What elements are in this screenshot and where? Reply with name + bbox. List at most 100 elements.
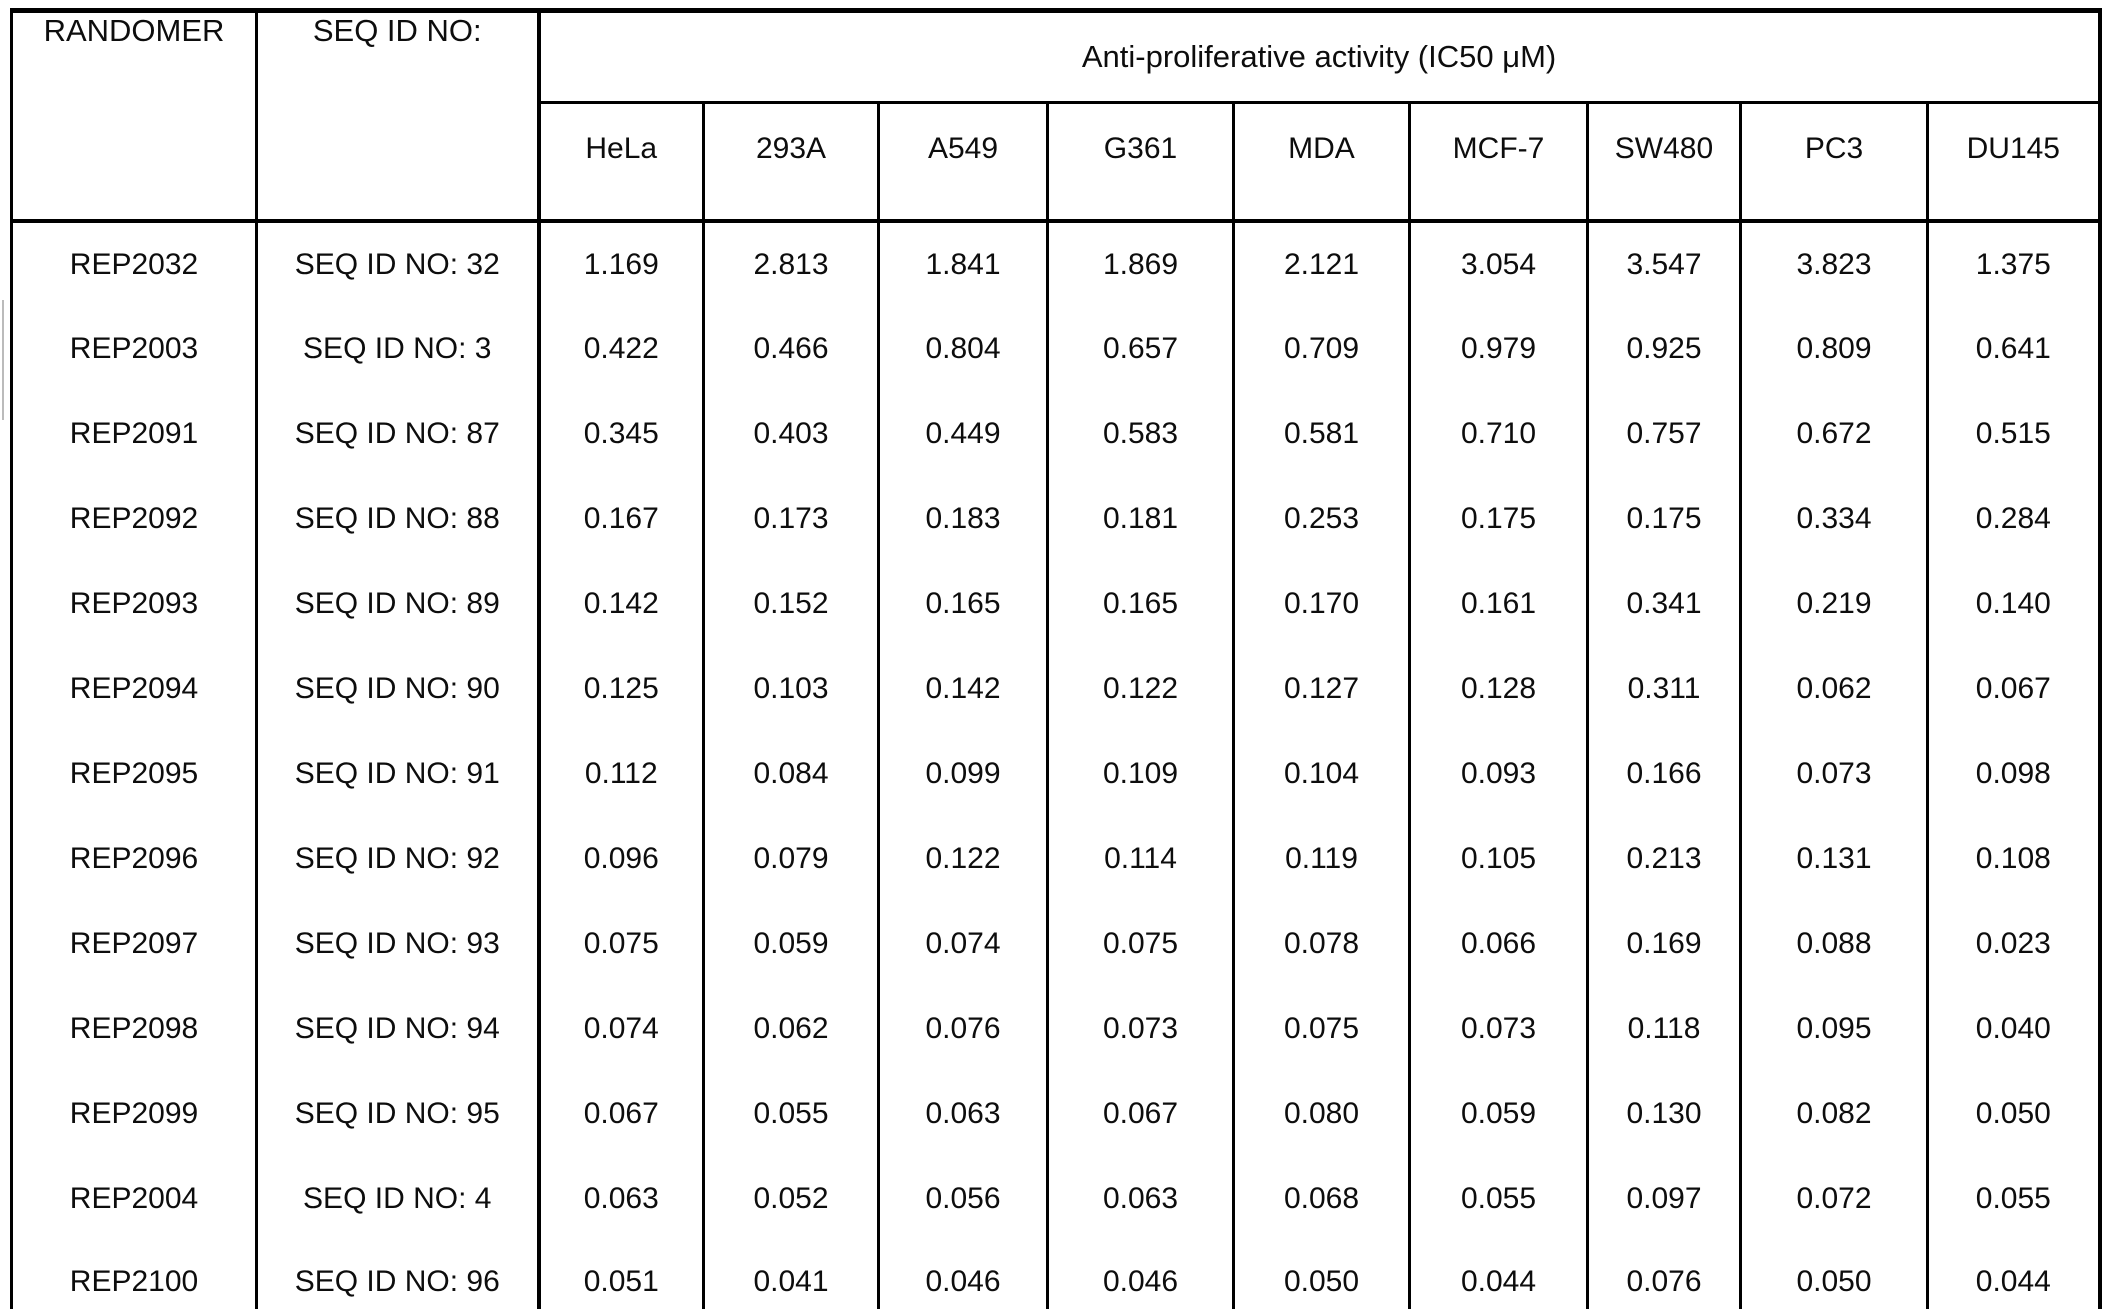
table-row: REP2003 SEQ ID NO: 3 0.422 0.466 0.804 0.657 0… xyxy=(12,306,2100,391)
seq-id-cell: SEQ ID NO: 91 xyxy=(255,731,539,816)
table-row: REP2097 SEQ ID NO: 93 0.075 0.059 0.074 0.075… xyxy=(12,901,2100,986)
ic50-value-cell-du145: 0.050 xyxy=(1925,1071,2100,1156)
seq-id-cell: SEQ ID NO: 88 xyxy=(255,476,539,561)
ic50-value-cell-du145: 0.641 xyxy=(1925,306,2100,391)
ic50-value-cell-pc3: 0.073 xyxy=(1739,731,1928,816)
ic50-value-cell-mda: 0.050 xyxy=(1232,1241,1410,1309)
ic50-value-cell-293a: 0.403 xyxy=(702,391,879,476)
ic50-value-cell-hela: 0.063 xyxy=(536,1156,704,1241)
ic50-value-cell-du145: 0.284 xyxy=(1925,476,2100,561)
column-header-du145: DU145 xyxy=(1925,102,2100,223)
ic50-value-cell-du145: 0.023 xyxy=(1925,901,2100,986)
ic50-value-cell-hela: 0.074 xyxy=(536,986,704,1071)
ic50-value-cell-g361: 0.046 xyxy=(1046,1241,1234,1309)
ic50-value-cell-pc3: 0.082 xyxy=(1739,1071,1928,1156)
ic50-value-cell-hela: 0.167 xyxy=(536,476,704,561)
ic50-value-cell-293a: 0.055 xyxy=(702,1071,879,1156)
ic50-value-cell-mcf-7: 0.059 xyxy=(1408,1071,1588,1156)
ic50-value-cell-g361: 0.075 xyxy=(1046,901,1234,986)
ic50-value-cell-hela: 0.125 xyxy=(536,646,704,731)
ic50-value-cell-mcf-7: 0.066 xyxy=(1408,901,1588,986)
column-header-pc3: PC3 xyxy=(1739,102,1928,223)
seq-id-cell: SEQ ID NO: 3 xyxy=(255,306,539,391)
ic50-value-cell-g361: 0.114 xyxy=(1046,816,1234,901)
ic50-value-cell-293a: 0.052 xyxy=(702,1156,879,1241)
ic50-value-cell-a549: 0.183 xyxy=(877,476,1048,561)
seq-id-cell: SEQ ID NO: 87 xyxy=(255,391,539,476)
randomer-cell: REP2099 xyxy=(69,1096,199,1130)
ic50-value-cell-g361: 0.067 xyxy=(1046,1071,1234,1156)
table-row: REP2096 SEQ ID NO: 92 0.096 0.079 0.122 0.114… xyxy=(12,816,2100,901)
randomer-cell: REP2095 xyxy=(69,756,199,790)
ic50-value-cell-g361: 0.657 xyxy=(1046,306,1234,391)
randomer-cell: REP2004 xyxy=(69,1181,199,1215)
ic50-value-cell-du145: 0.515 xyxy=(1925,391,2100,476)
ic50-value-cell-du145: 0.055 xyxy=(1925,1156,2100,1241)
randomer-cell: REP2003 xyxy=(69,331,199,365)
ic50-value-cell-hela: 0.051 xyxy=(536,1241,704,1309)
ic50-value-cell-du145: 0.098 xyxy=(1925,731,2100,816)
ic50-value-cell-293a: 0.466 xyxy=(702,306,879,391)
ic50-value-cell-hela: 0.112 xyxy=(536,731,704,816)
ic50-value-cell-du145: 1.375 xyxy=(1925,221,2100,306)
ic50-value-cell-mda: 0.104 xyxy=(1232,731,1410,816)
column-header-seq-id: SEQ ID NO: xyxy=(256,10,541,223)
ic50-value-cell-mcf-7: 0.710 xyxy=(1408,391,1588,476)
ic50-value-cell-pc3: 3.823 xyxy=(1739,221,1928,306)
group-header-row: RANDOMER SEQ ID NO: Anti-proliferative a… xyxy=(11,10,2100,223)
table-row: REP2092 SEQ ID NO: 88 0.167 0.173 0.183 0.181… xyxy=(12,476,2100,561)
ic50-value-cell-mda: 0.078 xyxy=(1232,901,1410,986)
ic50-value-cell-g361: 0.583 xyxy=(1046,391,1234,476)
ic50-value-cell-pc3: 0.809 xyxy=(1739,306,1928,391)
scan-artifact xyxy=(2,300,4,420)
seq-id-cell: SEQ ID NO: 96 xyxy=(255,1241,539,1309)
ic50-value-cell-du145: 0.044 xyxy=(1925,1241,2100,1309)
ic50-value-cell-293a: 0.062 xyxy=(702,986,879,1071)
ic50-value-cell-a549: 0.074 xyxy=(877,901,1048,986)
randomer-cell: REP2094 xyxy=(69,671,199,705)
ic50-value-cell-a549: 0.046 xyxy=(877,1241,1048,1309)
ic50-value-cell-a549: 0.804 xyxy=(877,306,1048,391)
ic50-value-cell-mcf-7: 0.161 xyxy=(1408,561,1588,646)
table-row: REP2099 SEQ ID NO: 95 0.067 0.055 0.063 0.067… xyxy=(12,1071,2100,1156)
ic50-value-cell-sw480: 0.925 xyxy=(1586,306,1741,391)
ic50-value-cell-293a: 0.084 xyxy=(702,731,879,816)
ic50-value-cell-hela: 0.142 xyxy=(536,561,704,646)
ic50-value-cell-mcf-7: 0.175 xyxy=(1408,476,1588,561)
seq-id-cell: SEQ ID NO: 95 xyxy=(255,1071,539,1156)
ic50-value-cell-sw480: 3.547 xyxy=(1586,221,1741,306)
seq-id-cell: SEQ ID NO: 94 xyxy=(255,986,539,1071)
ic50-value-cell-du145: 0.040 xyxy=(1925,986,2100,1071)
ic50-value-cell-a549: 0.099 xyxy=(877,731,1048,816)
table-header: RANDOMER SEQ ID NO: Anti-proliferative a… xyxy=(11,10,2100,223)
ic50-value-cell-mda: 0.253 xyxy=(1232,476,1410,561)
ic50-value-cell-du145: 0.067 xyxy=(1925,646,2100,731)
ic50-value-cell-293a: 0.173 xyxy=(702,476,879,561)
ic50-value-cell-pc3: 0.095 xyxy=(1739,986,1928,1071)
ic50-value-cell-mda: 0.068 xyxy=(1232,1156,1410,1241)
ic50-value-cell-mda: 0.170 xyxy=(1232,561,1410,646)
ic50-value-cell-g361: 0.073 xyxy=(1046,986,1234,1071)
ic50-value-cell-pc3: 0.088 xyxy=(1739,901,1928,986)
column-header-a549: A549 xyxy=(877,102,1048,223)
randomer-cell: REP2092 xyxy=(69,501,199,535)
ic50-value-cell-pc3: 0.672 xyxy=(1739,391,1928,476)
group-header-anti-proliferative-activity: Anti-proliferative activity (IC50 μM) xyxy=(538,10,2100,104)
ic50-value-cell-hela: 1.169 xyxy=(536,221,704,306)
ic50-value-cell-a549: 0.063 xyxy=(877,1071,1048,1156)
ic50-value-cell-g361: 0.181 xyxy=(1046,476,1234,561)
ic50-value-cell-293a: 0.152 xyxy=(702,561,879,646)
seq-id-cell: SEQ ID NO: 92 xyxy=(255,816,539,901)
column-header-293a: 293A xyxy=(702,102,879,223)
ic50-value-cell-pc3: 0.131 xyxy=(1739,816,1928,901)
ic50-value-cell-a549: 0.449 xyxy=(877,391,1048,476)
ic50-value-cell-du145: 0.140 xyxy=(1925,561,2100,646)
ic50-value-cell-mda: 0.119 xyxy=(1232,816,1410,901)
ic50-value-cell-sw480: 0.213 xyxy=(1586,816,1741,901)
ic50-value-cell-mda: 0.080 xyxy=(1232,1071,1410,1156)
column-header-sw480: SW480 xyxy=(1586,102,1741,223)
ic50-value-cell-sw480: 0.341 xyxy=(1586,561,1741,646)
ic50-value-cell-293a: 0.103 xyxy=(702,646,879,731)
anti-proliferative-activity-table: RANDOMER SEQ ID NO: Anti-proliferative a… xyxy=(10,8,2102,1309)
ic50-value-cell-hela: 0.075 xyxy=(536,901,704,986)
